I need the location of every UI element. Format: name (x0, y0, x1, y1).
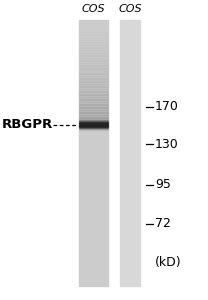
Bar (79, 116, 108, 118)
Bar (79, 40, 108, 42)
Bar (79, 34, 108, 35)
Bar (79, 110, 108, 112)
Bar (79, 64, 108, 66)
Bar (79, 55, 108, 56)
Bar (79, 50, 108, 52)
Bar (79, 82, 108, 84)
Bar (79, 100, 108, 102)
Bar (79, 115, 108, 116)
Text: 130: 130 (155, 137, 179, 151)
Bar (79, 94, 108, 95)
Bar (79, 103, 108, 105)
Bar (79, 69, 108, 71)
Bar (79, 128, 108, 129)
Bar (79, 74, 108, 76)
Bar (79, 66, 108, 68)
Bar (79, 76, 108, 77)
Bar (79, 118, 108, 120)
Bar (79, 113, 108, 115)
Bar (79, 123, 108, 124)
Bar (79, 27, 108, 29)
Bar (120, 20, 140, 286)
Bar (79, 58, 108, 60)
Bar (79, 45, 108, 46)
Bar (79, 121, 108, 122)
Bar (79, 92, 108, 94)
Bar (79, 124, 108, 125)
Bar (79, 119, 108, 120)
Bar (79, 30, 108, 32)
Bar (79, 37, 108, 38)
Bar (79, 120, 108, 121)
Bar (79, 87, 108, 89)
Bar (79, 125, 108, 126)
Bar (79, 105, 108, 107)
Bar (79, 60, 108, 61)
Text: 72: 72 (155, 217, 171, 230)
Text: COS: COS (118, 4, 142, 14)
Bar (79, 120, 108, 122)
Bar (79, 99, 108, 100)
Bar (79, 77, 108, 79)
Bar (79, 61, 108, 63)
Bar (79, 35, 108, 37)
Bar (79, 48, 108, 50)
Text: RBGPR: RBGPR (2, 118, 53, 131)
Bar (79, 44, 108, 45)
Bar (79, 108, 108, 110)
Bar (79, 79, 108, 81)
Bar (79, 32, 108, 34)
Text: COS: COS (82, 4, 105, 14)
Bar (79, 38, 108, 40)
Bar (79, 107, 108, 108)
Text: 170: 170 (155, 100, 179, 113)
Bar (79, 20, 108, 286)
Bar (79, 29, 108, 30)
Bar (79, 81, 108, 82)
Text: (kD): (kD) (155, 256, 182, 269)
Bar (79, 56, 108, 58)
Bar (79, 129, 108, 130)
Bar (79, 26, 108, 27)
Bar (79, 97, 108, 99)
Bar (79, 102, 108, 104)
Bar (79, 85, 108, 87)
Text: 95: 95 (155, 178, 171, 191)
Bar (79, 89, 108, 91)
Bar (79, 63, 108, 64)
Bar (79, 68, 108, 69)
Bar (79, 42, 108, 43)
Bar (79, 122, 108, 123)
Bar (79, 122, 108, 123)
Bar (79, 53, 108, 55)
Bar (79, 46, 108, 48)
Bar (79, 71, 108, 73)
Bar (79, 95, 108, 97)
Bar (79, 73, 108, 74)
Bar (79, 112, 108, 113)
Bar (79, 91, 108, 92)
Bar (79, 126, 108, 127)
Bar (79, 52, 108, 53)
Bar (79, 84, 108, 86)
